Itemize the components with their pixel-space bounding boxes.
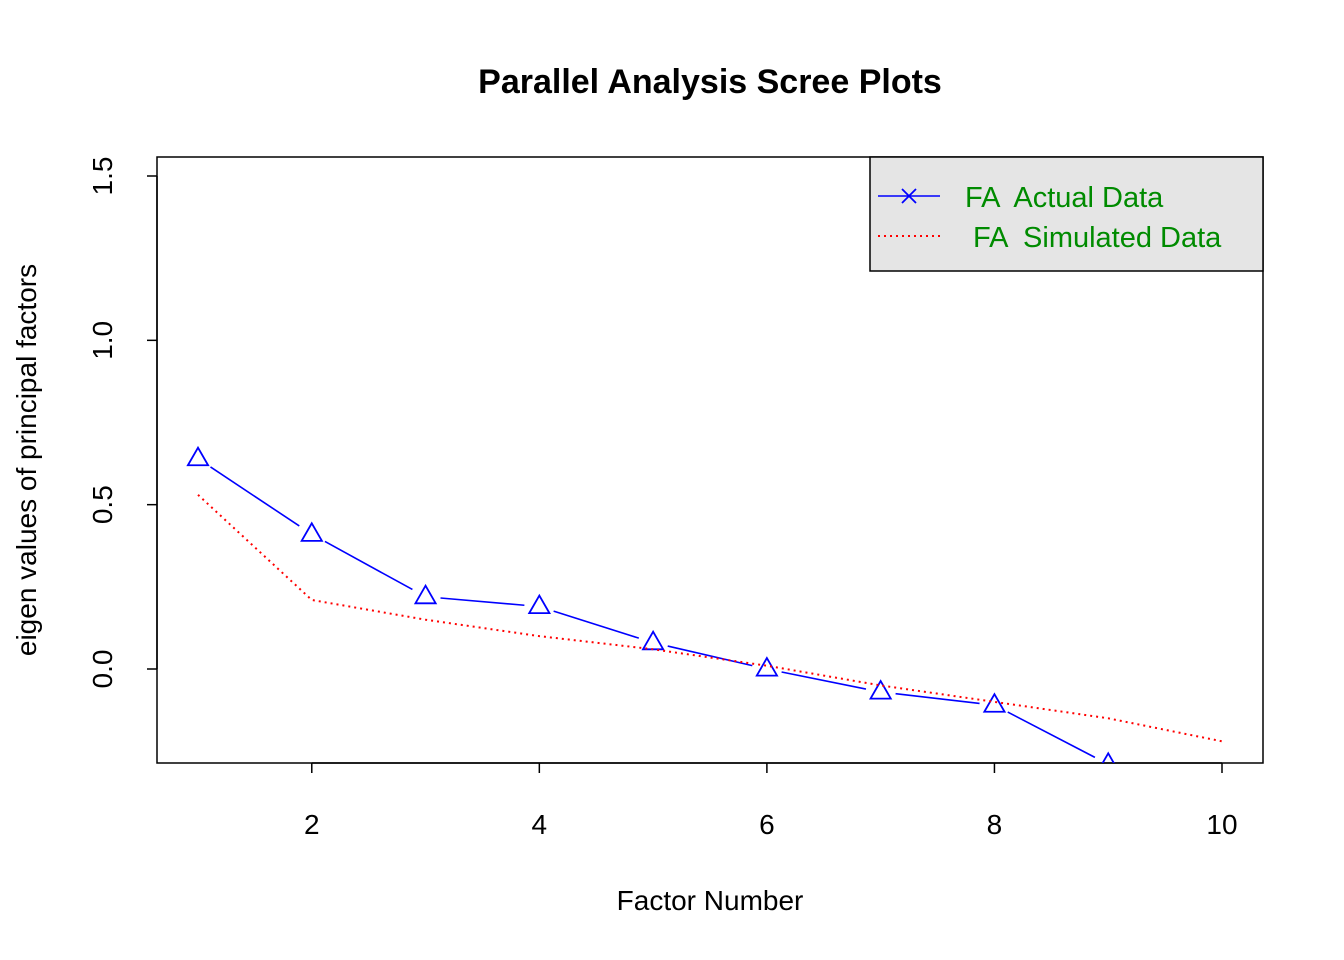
y-axis-label: eigen values of principal factors: [11, 264, 42, 656]
series-line-segment-actual: [210, 466, 300, 527]
x-tick-label: 2: [304, 809, 320, 840]
legend-box: [869, 156, 1264, 272]
chart-title: Parallel Analysis Scree Plots: [478, 63, 942, 101]
data-point-actual: [755, 656, 779, 677]
data-point-actual: [868, 679, 893, 700]
data-point-actual: [186, 445, 210, 467]
series-line-segment-actual: [781, 671, 867, 690]
series-line-simulated: [197, 494, 1223, 743]
series-line-segment-actual: [553, 610, 640, 639]
series-line-segment-actual: [1007, 711, 1096, 759]
y-tick-label: 0.0: [87, 650, 118, 689]
y-axis: 0.0 0.5 1.0 1.5: [87, 157, 158, 689]
x-tick-label: 6: [759, 809, 775, 840]
x-axis: 2 4 6 8 10: [304, 762, 1238, 840]
data-point-actual: [641, 629, 665, 651]
data-point-actual: [1101, 751, 1115, 763]
series-line-segment-actual: [667, 645, 753, 667]
plot-area: [186, 445, 1223, 763]
data-point-actual: [527, 593, 552, 615]
plot-series-group: [186, 445, 1223, 763]
y-tick-label: 1.0: [87, 321, 118, 360]
data-point-actual: [413, 583, 438, 605]
x-axis-label: Factor Number: [617, 885, 804, 916]
legend-label: FA Actual Data: [965, 182, 1164, 214]
legend: FA Actual Data FA Simulated Data: [869, 156, 1264, 272]
x-tick-label: 10: [1206, 809, 1237, 840]
x-tick-label: 4: [532, 809, 548, 840]
series-line-segment-actual: [895, 692, 980, 705]
legend-label: FA Simulated Data: [965, 222, 1222, 254]
y-tick-label: 1.5: [87, 157, 118, 196]
data-point-actual: [300, 521, 324, 542]
series-line-segment-actual: [324, 540, 413, 591]
x-tick-label: 8: [987, 809, 1003, 840]
legend-x-marker: [901, 188, 917, 204]
series-line-segment-actual: [440, 597, 525, 607]
data-point-actual: [982, 692, 1007, 713]
y-tick-label: 0.5: [87, 485, 118, 524]
